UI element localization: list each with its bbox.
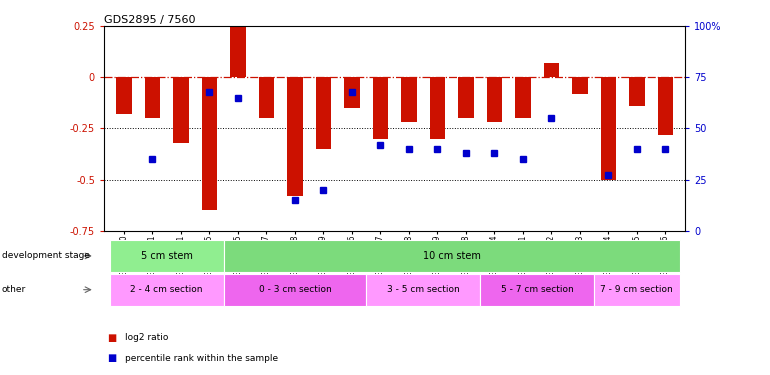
Text: 3 - 5 cm section: 3 - 5 cm section [387, 285, 460, 294]
Text: 2 - 4 cm section: 2 - 4 cm section [130, 285, 203, 294]
Text: 0 - 3 cm section: 0 - 3 cm section [259, 285, 331, 294]
Bar [487, 77, 502, 122]
Bar [287, 77, 303, 196]
Bar [629, 77, 644, 106]
Bar [116, 77, 132, 114]
Text: ■: ■ [108, 333, 120, 342]
Bar [572, 77, 588, 94]
Bar [373, 77, 388, 139]
Bar [145, 77, 160, 118]
Bar [344, 77, 360, 108]
Bar [259, 77, 274, 118]
Text: development stage: development stage [2, 251, 89, 260]
Text: 5 cm stem: 5 cm stem [141, 251, 192, 261]
Bar [515, 77, 531, 118]
Bar [658, 77, 673, 135]
Text: 10 cm stem: 10 cm stem [423, 251, 480, 261]
Text: other: other [2, 285, 25, 294]
Bar [202, 77, 217, 210]
Text: log2 ratio: log2 ratio [125, 333, 168, 342]
Text: 7 - 9 cm section: 7 - 9 cm section [601, 285, 673, 294]
Bar [458, 77, 474, 118]
Bar [173, 77, 189, 143]
Text: ■: ■ [108, 353, 120, 363]
Bar [601, 77, 616, 180]
Text: percentile rank within the sample: percentile rank within the sample [125, 354, 278, 363]
Text: GDS2895 / 7560: GDS2895 / 7560 [104, 15, 196, 26]
Text: 5 - 7 cm section: 5 - 7 cm section [500, 285, 574, 294]
Bar [230, 26, 246, 77]
Bar [544, 63, 559, 77]
Bar [401, 77, 417, 122]
Bar [316, 77, 331, 149]
Bar [430, 77, 445, 139]
